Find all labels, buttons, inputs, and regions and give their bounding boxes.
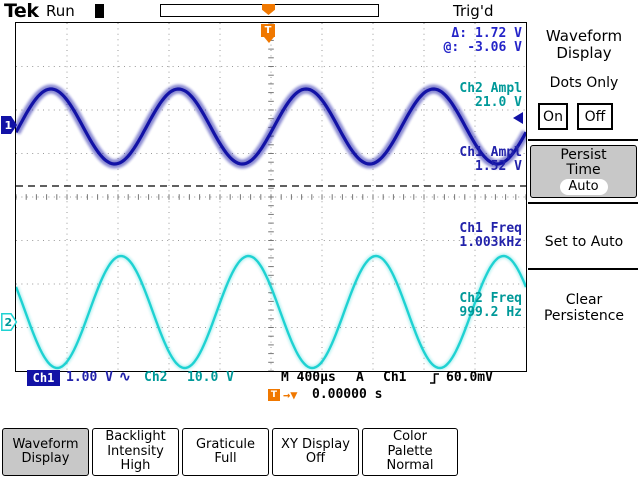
trigger-time-arrow-icon <box>263 37 274 43</box>
bottom-menu-graticule-button[interactable]: Graticule Full <box>182 428 269 476</box>
cursor-at-label: @: <box>443 40 460 55</box>
delay-arrow-icon: →▼ <box>283 388 298 402</box>
tek-logo: Tek <box>4 0 39 22</box>
trigger-position-icon <box>262 4 275 15</box>
persist-time-value: Auto <box>559 179 608 195</box>
menu-divider <box>528 139 638 141</box>
right-menu-title: Waveform Display <box>545 27 623 62</box>
ch2-scale-label: Ch2 <box>144 370 168 385</box>
trigger-level-arrow-icon <box>513 112 523 124</box>
measurement-label: Ch1 Ampl <box>459 145 522 160</box>
bottom-menu-xy-display-button[interactable]: XY Display Off <box>272 428 359 476</box>
delay-trigger-icon: T <box>268 389 280 401</box>
acquisition-indicator <box>95 4 104 18</box>
persist-time-button[interactable]: Persist Time Auto <box>530 145 637 198</box>
measurement-value: 21.0 V <box>475 95 522 110</box>
cursor-delta-value: 1.72 V <box>475 26 522 41</box>
timebase-readout: M 400µs <box>281 370 336 385</box>
measurement-value: 999.2 Hz <box>459 305 522 320</box>
ch2-scale-value: 10.0 V <box>187 370 234 385</box>
measurement-label: Ch2 Freq <box>459 291 522 306</box>
ch1-scale-badge: Ch1 <box>27 370 60 386</box>
cursor-readout: Δ: 1.72 V @: -3.06 V <box>444 27 522 55</box>
bottom-menu-color-palette-button[interactable]: Color Palette Normal <box>362 428 458 476</box>
trigger-time-marker: T <box>261 24 275 37</box>
ch1-coupling-icon: ∿ <box>119 369 131 385</box>
measurement-value: 1.003kHz <box>459 235 522 250</box>
dots-only-off-button[interactable]: Off <box>577 103 613 130</box>
trigger-state: Trig'd <box>453 2 494 20</box>
trigger-slope-icon <box>430 373 439 384</box>
measurement-ch1-freq: Ch1 Freq 1.003kHz <box>459 222 522 250</box>
measurement-label: Ch2 Ampl <box>459 81 522 96</box>
dots-only-label: Dots Only <box>549 75 619 91</box>
measurement-ch1-ampl: Ch1 Ampl 1.52 V <box>459 146 522 174</box>
cursor-at-value: -3.06 V <box>467 40 522 55</box>
measurement-value: 1.52 V <box>475 159 522 174</box>
measurement-ch2-ampl: Ch2 Ampl 21.0 V <box>459 82 522 110</box>
dots-only-on-button[interactable]: On <box>538 103 568 130</box>
ch1-position-marker: 1 <box>1 116 17 134</box>
menu-divider <box>528 202 638 204</box>
measurement-label: Ch1 Freq <box>459 221 522 236</box>
set-to-auto-button[interactable]: Set to Auto <box>544 234 624 250</box>
waveform-plot <box>12 22 530 372</box>
ch1-marker-label: 1 <box>5 119 13 132</box>
bottom-menu-backlight-button[interactable]: Backlight Intensity High <box>92 428 179 476</box>
trigger-level-readout: 60.0mV <box>446 370 493 385</box>
menu-divider <box>528 268 638 270</box>
trigger-source-readout: Ch1 <box>383 370 407 385</box>
acquisition-status: Run <box>46 2 75 20</box>
ch2-position-marker: 2 <box>1 313 18 331</box>
ch1-scale-value: 1.00 V <box>66 370 113 385</box>
persist-time-label: Persist Time <box>560 147 607 178</box>
bottom-menu-waveform-display-button[interactable]: Waveform Display <box>2 428 89 476</box>
measurement-ch2-freq: Ch2 Freq 999.2 Hz <box>459 292 522 320</box>
ch2-marker-label: 2 <box>5 316 13 329</box>
cursor-delta-label: Δ: <box>451 26 468 41</box>
graticule <box>12 22 530 372</box>
delay-value: 0.00000 s <box>312 387 383 402</box>
trigger-mode-readout: A <box>356 370 364 385</box>
clear-persistence-button[interactable]: Clear Persistence <box>543 292 625 324</box>
